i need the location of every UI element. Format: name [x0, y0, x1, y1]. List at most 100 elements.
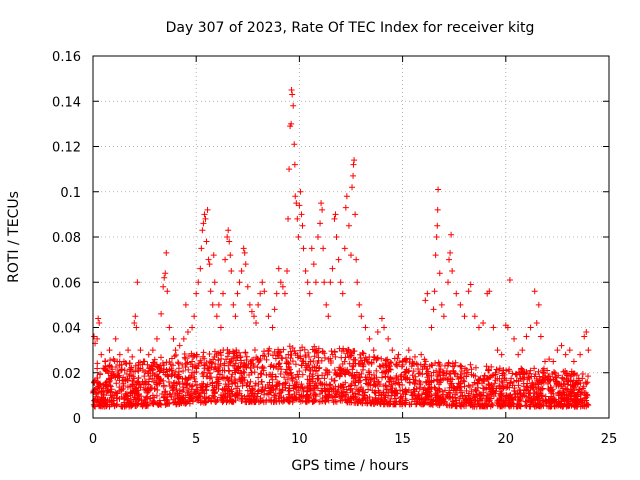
data-point	[355, 377, 362, 384]
data-point	[174, 390, 181, 397]
data-point	[421, 363, 428, 370]
data-point	[448, 231, 455, 238]
data-point	[170, 380, 177, 387]
data-point	[433, 376, 440, 383]
data-point	[200, 220, 207, 227]
data-point	[441, 398, 448, 405]
data-point	[302, 353, 309, 360]
data-point	[447, 249, 454, 256]
data-point	[339, 397, 346, 404]
data-point	[508, 375, 515, 382]
data-point	[140, 400, 147, 407]
data-point	[130, 377, 137, 384]
data-point	[322, 366, 329, 373]
data-point	[126, 368, 133, 375]
data-point	[291, 141, 298, 148]
data-point	[242, 261, 249, 268]
data-point	[497, 391, 504, 398]
data-point	[452, 359, 459, 366]
data-point	[383, 368, 390, 375]
data-point	[409, 360, 416, 367]
data-point	[429, 401, 436, 408]
data-point	[183, 360, 190, 367]
x-tick-label: 20	[498, 432, 515, 447]
data-point	[249, 386, 256, 393]
data-point	[104, 401, 111, 408]
data-point	[104, 387, 111, 394]
data-point	[425, 399, 432, 406]
data-point	[388, 388, 395, 395]
data-point	[503, 377, 510, 384]
data-point	[572, 402, 579, 409]
data-point	[331, 377, 338, 384]
data-point	[124, 377, 131, 384]
data-point	[294, 215, 301, 222]
data-point	[147, 395, 154, 402]
data-point	[325, 313, 332, 320]
data-point	[297, 347, 304, 354]
data-point	[149, 347, 156, 354]
data-point	[422, 297, 429, 304]
data-point	[326, 391, 333, 398]
y-tick-label: 0.04	[52, 322, 81, 337]
data-point	[285, 397, 292, 404]
data-point	[251, 398, 258, 405]
data-point	[341, 245, 348, 252]
data-point	[319, 206, 326, 213]
data-point	[119, 403, 126, 410]
data-point	[207, 288, 214, 295]
data-point	[192, 378, 199, 385]
data-point	[145, 376, 152, 383]
data-point	[532, 371, 539, 378]
data-point	[137, 347, 144, 354]
data-point	[125, 399, 132, 406]
data-point	[162, 388, 169, 395]
data-point	[343, 193, 350, 200]
data-point	[406, 356, 413, 363]
data-point	[584, 379, 591, 386]
data-point	[149, 392, 156, 399]
data-point	[413, 395, 420, 402]
data-point	[160, 382, 167, 389]
data-point	[542, 358, 549, 365]
data-point	[222, 256, 229, 263]
data-point	[533, 402, 540, 409]
data-point	[449, 267, 456, 274]
data-point	[149, 375, 156, 382]
data-point	[535, 385, 542, 392]
data-point	[500, 401, 507, 408]
data-point	[324, 367, 331, 374]
data-point	[379, 374, 386, 381]
data-point	[136, 395, 143, 402]
data-point	[291, 391, 298, 398]
data-point	[460, 377, 467, 384]
data-point	[277, 371, 284, 378]
data-point	[238, 359, 245, 366]
data-point	[417, 361, 424, 368]
data-point	[570, 396, 577, 403]
y-tick-label: 0.16	[52, 50, 81, 65]
data-point	[492, 371, 499, 378]
data-point	[318, 357, 325, 364]
data-point	[271, 392, 278, 399]
data-point	[219, 399, 226, 406]
data-point	[269, 352, 276, 359]
data-point	[484, 392, 491, 399]
data-point	[270, 364, 277, 371]
data-point	[148, 384, 155, 391]
data-point	[187, 392, 194, 399]
data-point	[533, 391, 540, 398]
data-point	[211, 348, 218, 355]
data-point	[396, 359, 403, 366]
data-point	[181, 354, 188, 361]
data-point	[360, 350, 367, 357]
data-point	[476, 376, 483, 383]
data-point	[411, 353, 418, 360]
data-point	[440, 313, 447, 320]
data-point	[286, 166, 293, 173]
data-point	[446, 371, 453, 378]
data-point	[410, 368, 417, 375]
data-point	[248, 385, 255, 392]
data-point	[510, 378, 517, 385]
data-point	[495, 400, 502, 407]
